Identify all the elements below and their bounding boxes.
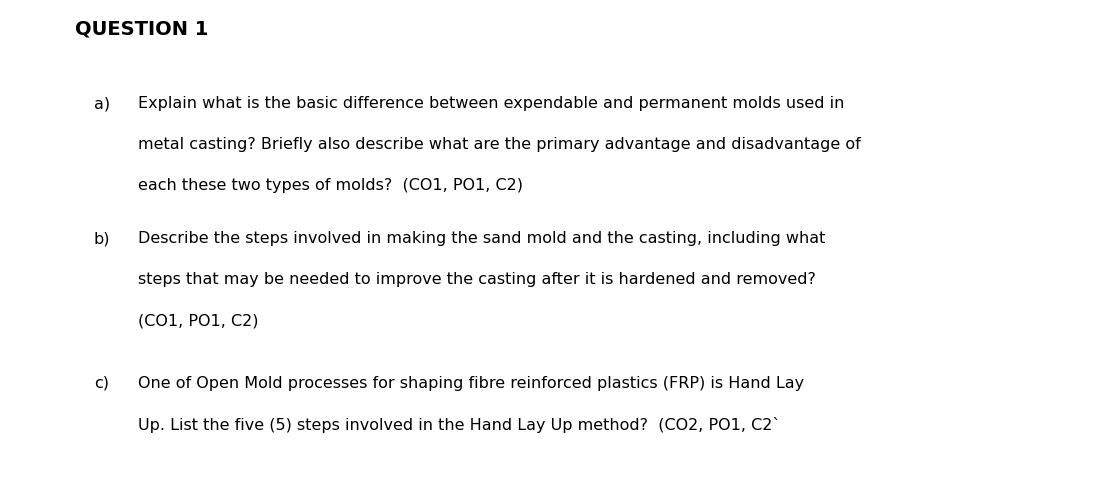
Text: each these two types of molds?  (CO1, PO1, C2): each these two types of molds? (CO1, PO1… <box>138 178 523 193</box>
Text: c): c) <box>94 376 109 391</box>
Text: metal casting? Briefly also describe what are the primary advantage and disadvan: metal casting? Briefly also describe wha… <box>138 137 861 152</box>
Text: (CO1, PO1, C2): (CO1, PO1, C2) <box>138 313 258 328</box>
Text: Describe the steps involved in making the sand mold and the casting, including w: Describe the steps involved in making th… <box>138 231 826 246</box>
Text: a): a) <box>94 96 110 111</box>
Text: Up. List the five (5) steps involved in the Hand Lay Up method?  (CO2, PO1, C2`: Up. List the five (5) steps involved in … <box>138 417 781 433</box>
Text: steps that may be needed to improve the casting after it is hardened and removed: steps that may be needed to improve the … <box>138 272 816 287</box>
Text: QUESTION 1: QUESTION 1 <box>75 19 209 38</box>
Text: Explain what is the basic difference between expendable and permanent molds used: Explain what is the basic difference bet… <box>138 96 845 111</box>
Text: One of Open Mold processes for shaping fibre reinforced plastics (FRP) is Hand L: One of Open Mold processes for shaping f… <box>138 376 804 391</box>
Text: b): b) <box>94 231 110 246</box>
